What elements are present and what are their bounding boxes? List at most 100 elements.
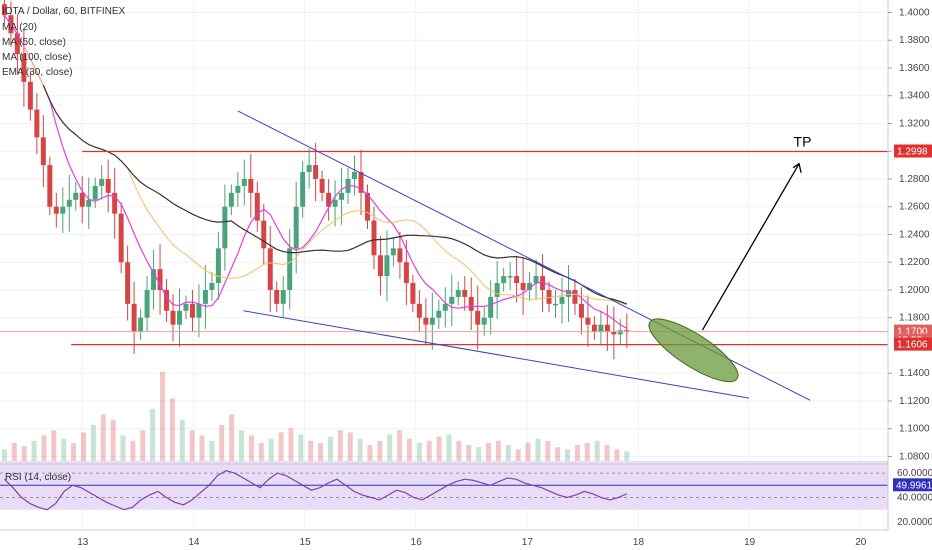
candle-body	[248, 178, 254, 193]
candle-body	[287, 248, 293, 290]
candle-body	[300, 172, 306, 207]
price-tag-label: 1.1700	[897, 327, 928, 338]
volume-bar	[624, 451, 630, 462]
candle-body	[559, 296, 565, 304]
candle-body	[131, 303, 137, 332]
candle-body	[384, 255, 390, 277]
volume-bar	[41, 435, 47, 462]
price-tag-box	[894, 337, 932, 351]
candle-body	[364, 192, 370, 221]
candle-body	[73, 192, 79, 200]
candle-body	[261, 220, 267, 249]
volume-bar	[495, 440, 501, 462]
candle-body	[280, 289, 286, 304]
volume-bar	[288, 428, 294, 462]
volume-bar	[535, 438, 541, 462]
price-tick-label: 1.3800	[899, 35, 930, 46]
volume-bar	[614, 449, 620, 462]
candle-body	[410, 283, 416, 304]
symbol-title: IOTA / Dollar, 60, BITFINEX	[2, 6, 126, 17]
rsi-tick-label: 20.0000	[897, 517, 932, 528]
candle-body	[235, 185, 241, 193]
price-tick-label: 1.3200	[899, 118, 930, 129]
candle-body	[390, 248, 396, 256]
price-tick-label: 1.4000	[899, 7, 930, 18]
candle-body	[578, 303, 584, 318]
volume-bar	[466, 445, 472, 462]
volume-bar	[377, 440, 383, 462]
volume-bar	[100, 414, 106, 462]
candle-body	[423, 317, 429, 325]
price-tick-label: 1.3600	[899, 63, 930, 74]
candle-body	[468, 296, 474, 311]
volume-bar	[594, 440, 600, 462]
rsi-tick-label: 40.0000	[897, 493, 932, 504]
volume-bar	[229, 414, 235, 462]
volume-bar	[268, 438, 274, 462]
candle-body	[416, 303, 422, 318]
candle-body	[598, 324, 604, 332]
candles	[1, 0, 630, 360]
volume-bar	[219, 424, 225, 462]
candle-body	[92, 185, 98, 200]
candle-body	[274, 289, 280, 304]
volume-bar	[555, 447, 561, 462]
candle-body	[326, 192, 332, 207]
volume-bar	[209, 440, 215, 462]
volume-bar	[604, 445, 610, 462]
candle-body	[164, 289, 170, 311]
candle-body	[449, 296, 455, 304]
candle-body	[585, 317, 591, 325]
volume-bar	[397, 430, 403, 462]
volume-bar	[584, 442, 590, 462]
time-tick-label: 19	[744, 537, 756, 548]
volume-bar	[318, 442, 324, 462]
volume-bar	[565, 449, 571, 462]
volume-bar	[416, 442, 422, 462]
volume-bar	[436, 436, 442, 462]
candle-body	[196, 303, 202, 318]
price-tick-label: 1.1200	[899, 396, 930, 407]
volume-bar	[406, 438, 412, 462]
candle-body	[138, 317, 144, 332]
volume-bars	[1, 372, 630, 462]
candle-body	[617, 330, 623, 335]
tp-arrow-head	[792, 162, 802, 173]
candle-body	[241, 178, 247, 186]
volume-bar	[150, 409, 156, 462]
candle-body	[429, 317, 435, 325]
candle-body	[151, 269, 157, 290]
candle-body	[157, 269, 163, 290]
candle-body	[202, 289, 208, 304]
time-tick-label: 20	[855, 537, 867, 548]
candle-body	[66, 199, 72, 207]
candle-body	[313, 165, 319, 179]
volume-bar	[545, 440, 551, 462]
indicator-ma100: MA (100, close)	[2, 52, 72, 63]
moving-averages	[3, 14, 628, 329]
candle-body	[553, 303, 559, 306]
tp-label: TP	[794, 133, 812, 149]
volume-bar	[31, 440, 37, 462]
candle-body	[27, 81, 33, 110]
candle-body	[377, 255, 383, 277]
rsi-pane: 60.0000 40.0000 20.0000 49.9961	[0, 460, 932, 528]
price-tick-label: 1.2600	[899, 202, 930, 213]
candle-body	[332, 199, 338, 207]
candle-body	[442, 303, 448, 311]
rsi-value-tag	[893, 478, 932, 492]
volume-bar	[505, 445, 511, 462]
time-tick-label: 16	[411, 537, 423, 548]
volume-bar	[426, 440, 432, 462]
candle-body	[222, 206, 228, 249]
candle-body	[624, 330, 630, 332]
price-tick-label: 1.2800	[899, 174, 930, 185]
price-tag-box	[894, 144, 932, 158]
ma20-line	[3, 14, 628, 329]
candle-body	[501, 276, 507, 284]
volume-bar	[21, 446, 27, 462]
volume-bar	[130, 440, 136, 462]
candle-body	[546, 289, 552, 304]
